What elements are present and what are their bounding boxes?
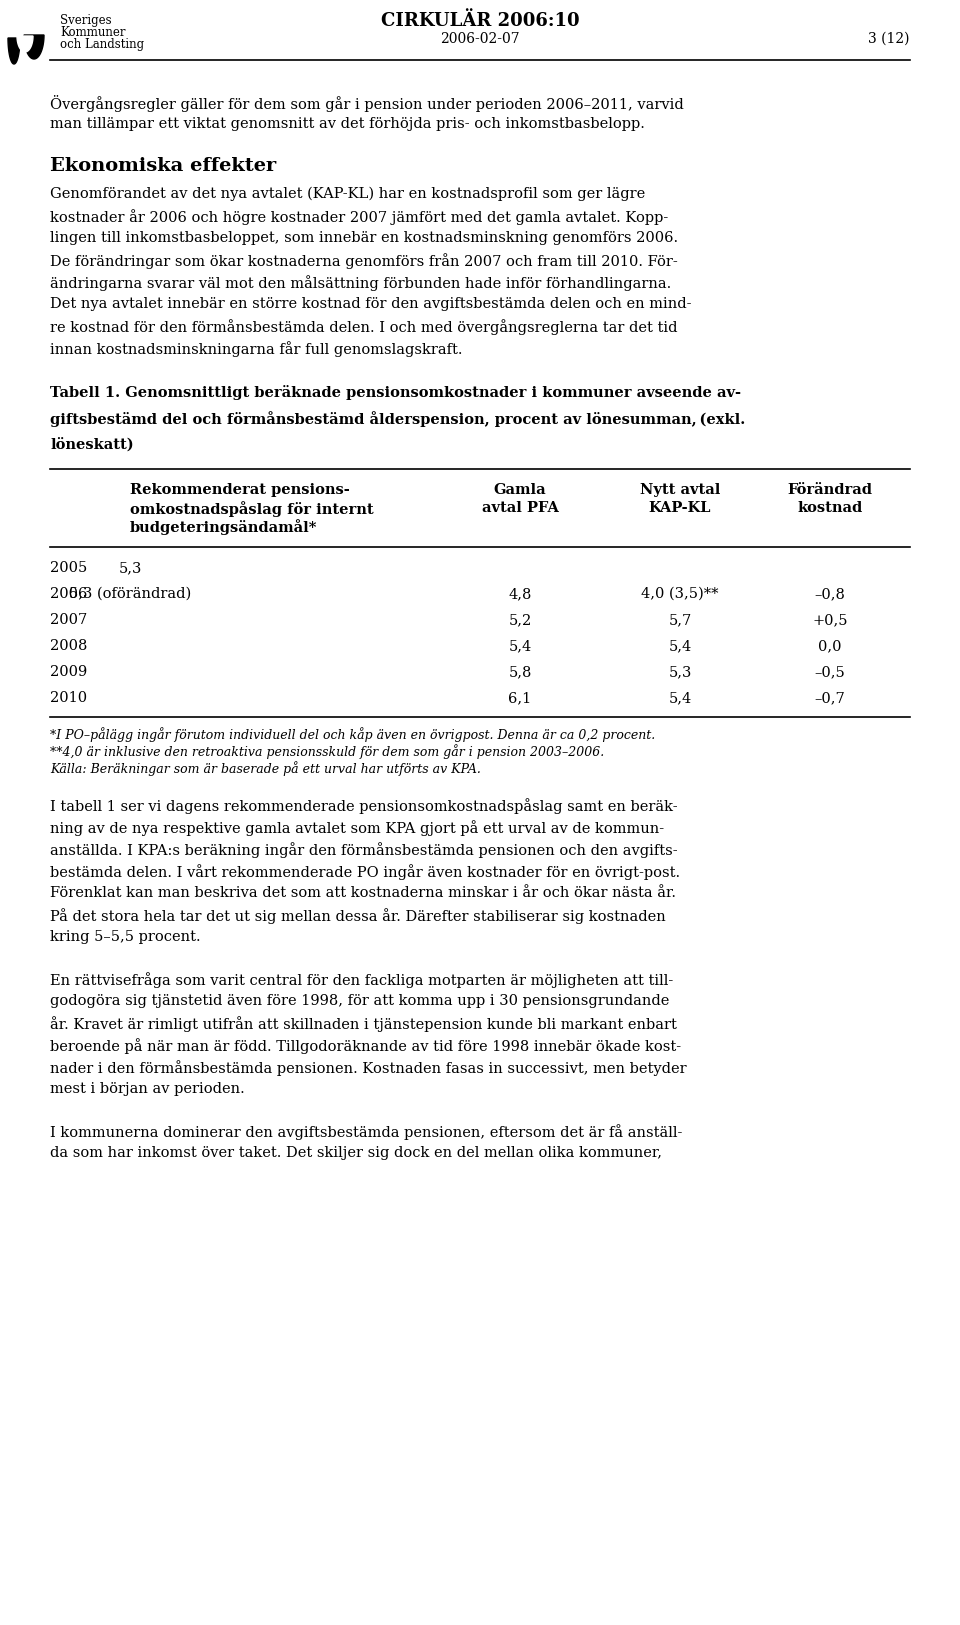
Text: KAP-KL: KAP-KL [649, 500, 711, 515]
Text: ning av de nya respektive gamla avtalet som KPA gjort på ett urval av de kommun-: ning av de nya respektive gamla avtalet … [50, 821, 664, 835]
Polygon shape [8, 37, 20, 63]
Text: Genomförandet av det nya avtalet (KAP-KL) har en kostnadsprofil som ger lägre: Genomförandet av det nya avtalet (KAP-KL… [50, 187, 645, 202]
Text: **4,0 är inklusive den retroaktiva pensionsskuld för dem som går i pension 2003–: **4,0 är inklusive den retroaktiva pensi… [50, 744, 604, 759]
Text: 2008: 2008 [50, 639, 87, 653]
Text: 5,2: 5,2 [509, 613, 532, 627]
Text: 5,4: 5,4 [668, 639, 691, 653]
Text: 2006-02-07: 2006-02-07 [441, 32, 519, 46]
Text: kostnad: kostnad [798, 500, 863, 515]
Text: Det nya avtalet innebär en större kostnad för den avgiftsbestämda delen och en m: Det nya avtalet innebär en större kostna… [50, 297, 691, 310]
Text: lingen till inkomstbasbeloppet, som innebär en kostnadsminskning genomförs 2006.: lingen till inkomstbasbeloppet, som inne… [50, 231, 678, 245]
Text: –0,7: –0,7 [815, 691, 846, 705]
Text: 4,8: 4,8 [508, 587, 532, 601]
Text: löneskatt): löneskatt) [50, 437, 133, 452]
Text: år. Kravet är rimligt utifrån att skillnaden i tjänstepension kunde bli markant : år. Kravet är rimligt utifrån att skilln… [50, 1016, 677, 1032]
Text: En rättvisefråga som varit central för den fackliga motparten är möjligheten att: En rättvisefråga som varit central för d… [50, 972, 673, 988]
Text: 5,4: 5,4 [509, 639, 532, 653]
Text: 5,8: 5,8 [508, 665, 532, 679]
Polygon shape [24, 36, 44, 58]
Text: Sveriges: Sveriges [60, 15, 111, 28]
Text: 5,3 (oförändrad): 5,3 (oförändrad) [69, 587, 191, 601]
Text: Tabell 1. Genomsnittligt beräknade pensionsomkostnader i kommuner avseende av-: Tabell 1. Genomsnittligt beräknade pensi… [50, 385, 741, 400]
Text: Ekonomiska effekter: Ekonomiska effekter [50, 158, 276, 176]
Text: De förändringar som ökar kostnaderna genomförs från 2007 och fram till 2010. För: De förändringar som ökar kostnaderna gen… [50, 254, 678, 268]
Text: nader i den förmånsbestämda pensionen. Kostnaden fasas in successivt, men betyde: nader i den förmånsbestämda pensionen. K… [50, 1060, 686, 1076]
Text: 2009: 2009 [50, 665, 87, 679]
Text: –0,8: –0,8 [815, 587, 846, 601]
Text: 6,1: 6,1 [509, 691, 532, 705]
Text: Förenklat kan man beskriva det som att kostnaderna minskar i år och ökar nästa å: Förenklat kan man beskriva det som att k… [50, 886, 676, 900]
Text: Förändrad: Förändrad [787, 483, 873, 497]
Text: I kommunerna dominerar den avgiftsbestämda pensionen, eftersom det är få anställ: I kommunerna dominerar den avgiftsbestäm… [50, 1124, 683, 1139]
Text: bestämda delen. I vårt rekommenderade PO ingår även kostnader för en övrigt-post: bestämda delen. I vårt rekommenderade PO… [50, 864, 680, 879]
Text: Kommuner: Kommuner [60, 26, 126, 39]
Text: innan kostnadsminskningarna får full genomslagskraft.: innan kostnadsminskningarna får full gen… [50, 341, 463, 358]
Text: Rekommenderat pensions-: Rekommenderat pensions- [130, 483, 349, 497]
Text: 2010: 2010 [50, 691, 87, 705]
Text: Övergångsregler gäller för dem som går i pension under perioden 2006–2011, varvi: Övergångsregler gäller för dem som går i… [50, 94, 684, 112]
Text: omkostnadspåslag för internt: omkostnadspåslag för internt [130, 500, 373, 517]
Text: 2006: 2006 [50, 587, 87, 601]
Text: 4,0 (3,5)**: 4,0 (3,5)** [641, 587, 719, 601]
Text: +0,5: +0,5 [812, 613, 848, 627]
Text: da som har inkomst över taket. Det skiljer sig dock en del mellan olika kommuner: da som har inkomst över taket. Det skilj… [50, 1146, 662, 1160]
Text: 0,0: 0,0 [818, 639, 842, 653]
Text: budgeteringsändamål*: budgeteringsändamål* [130, 518, 318, 535]
Text: re kostnad för den förmånsbestämda delen. I och med övergångsreglerna tar det ti: re kostnad för den förmånsbestämda delen… [50, 318, 678, 335]
Text: *I PO–pålägg ingår förutom individuell del och kåp även en övrigpost. Denna är c: *I PO–pålägg ingår förutom individuell d… [50, 726, 656, 743]
Text: 5,3: 5,3 [668, 665, 692, 679]
Text: 5,4: 5,4 [668, 691, 691, 705]
Text: 3 (12): 3 (12) [869, 32, 910, 46]
Text: Källa: Beräkningar som är baserade på ett urval har utförts av KPA.: Källa: Beräkningar som är baserade på et… [50, 760, 481, 775]
Text: ändringarna svarar väl mot den målsättning förbunden hade inför förhandlingarna.: ändringarna svarar väl mot den målsättni… [50, 275, 671, 291]
Text: man tillämpar ett viktat genomsnitt av det förhöjda pris- och inkomstbasbelopp.: man tillämpar ett viktat genomsnitt av d… [50, 117, 645, 132]
Text: giftsbestämd del och förmånsbestämd ålderspension, procent av lönesumman, (exkl.: giftsbestämd del och förmånsbestämd ålde… [50, 411, 745, 427]
Text: kring 5–5,5 procent.: kring 5–5,5 procent. [50, 929, 201, 944]
Text: kostnader år 2006 och högre kostnader 2007 jämfört med det gamla avtalet. Kopp-: kostnader år 2006 och högre kostnader 20… [50, 210, 668, 224]
Text: 2005: 2005 [50, 561, 87, 575]
Text: anställda. I KPA:s beräkning ingår den förmånsbestämda pensionen och den avgifts: anställda. I KPA:s beräkning ingår den f… [50, 842, 678, 858]
Text: och Landsting: och Landsting [60, 37, 144, 50]
Text: Gamla: Gamla [493, 483, 546, 497]
Text: I tabell 1 ser vi dagens rekommenderade pensionsomkostnadspåslag samt en beräk-: I tabell 1 ser vi dagens rekommenderade … [50, 798, 678, 814]
Text: beroende på när man är född. Tillgodoräknande av tid före 1998 innebär ökade kos: beroende på när man är född. Tillgodoräk… [50, 1038, 682, 1055]
Text: 5,3: 5,3 [118, 561, 142, 575]
Text: avtal PFA: avtal PFA [482, 500, 559, 515]
Text: 2007: 2007 [50, 613, 87, 627]
Text: 5,7: 5,7 [668, 613, 691, 627]
Polygon shape [17, 36, 33, 52]
Text: godogöra sig tjänstetid även före 1998, för att komma upp i 30 pensionsgrundande: godogöra sig tjänstetid även före 1998, … [50, 994, 669, 1008]
Text: mest i början av perioden.: mest i början av perioden. [50, 1082, 245, 1095]
Text: Nytt avtal: Nytt avtal [639, 483, 720, 497]
Text: –0,5: –0,5 [815, 665, 846, 679]
Text: På det stora hela tar det ut sig mellan dessa år. Därefter stabiliserar sig kost: På det stora hela tar det ut sig mellan … [50, 908, 665, 925]
Text: CIRKULÄR 2006:10: CIRKULÄR 2006:10 [381, 11, 579, 29]
